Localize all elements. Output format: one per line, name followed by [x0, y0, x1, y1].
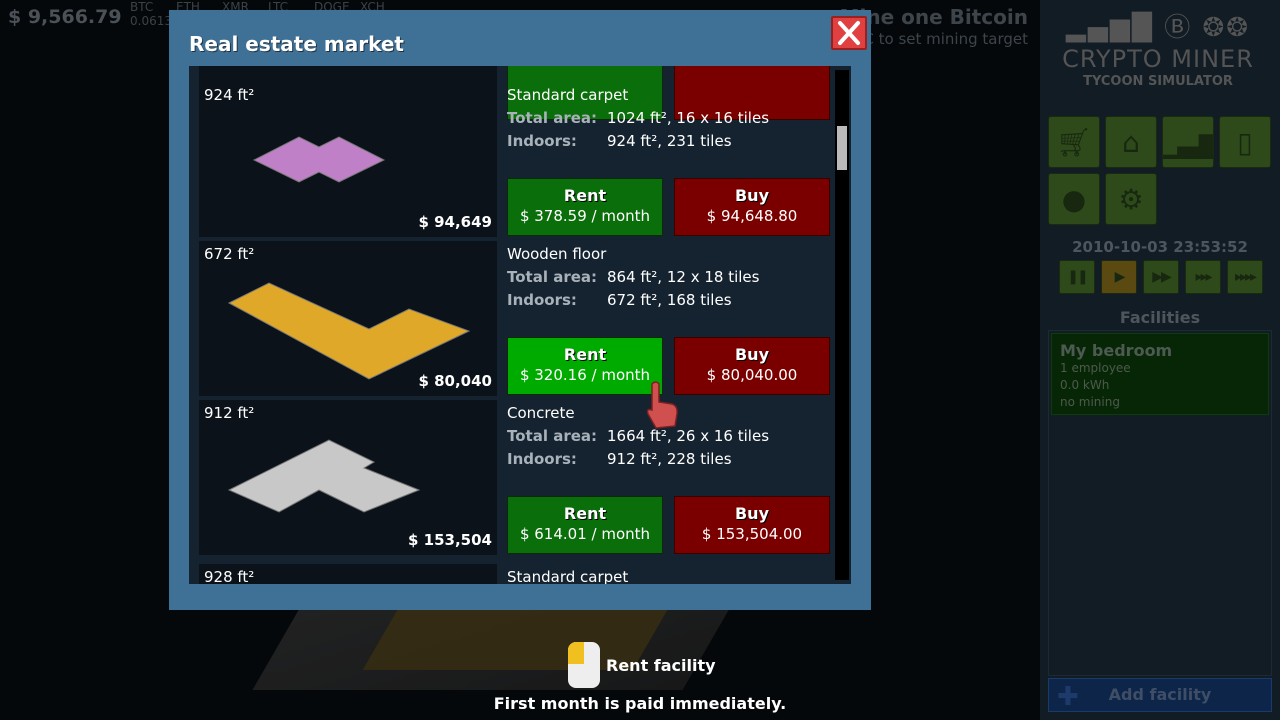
facilities-list: My bedroom 1 employee 0.0 kWh no mining: [1048, 330, 1272, 676]
listing-price: $ 153,504: [408, 531, 492, 549]
coin-amount: 0.0613: [130, 14, 172, 28]
facility-power: 0.0 kWh: [1060, 378, 1110, 392]
scrollbar-thumb[interactable]: [837, 126, 847, 170]
dialog-title: Real estate market: [189, 32, 404, 56]
total-area-label: Total area:: [507, 427, 598, 445]
floor-type: Standard carpet: [507, 86, 629, 104]
phone-icon[interactable]: ▯: [1219, 116, 1271, 168]
listing-row: 928 ft² Standard carpet: [199, 564, 839, 584]
floor-shape: [227, 439, 421, 513]
total-area-value: 1664 ft², 26 x 16 tiles: [607, 427, 770, 445]
buy-label: Buy: [734, 345, 769, 364]
buy-price: $ 80,040.00: [706, 366, 798, 384]
goal-subtitle: C to set mining target: [863, 30, 1028, 48]
buy-label: Buy: [734, 504, 769, 523]
gear-icon[interactable]: ⚙: [1105, 173, 1157, 225]
total-area-label: Total area:: [507, 268, 598, 286]
rent-price: $ 320.16 / month: [519, 366, 651, 384]
sidebar: ▂▄▆█ Ⓑ ❂❂ CRYPTO MINER TYCOON SIMULATOR …: [1040, 0, 1280, 720]
buy-button[interactable]: Buy $ 94,648.80: [674, 178, 830, 236]
floor-preview: 672 ft² $ 80,040: [199, 241, 497, 396]
buy-button[interactable]: [674, 66, 830, 120]
buy-label: Buy: [734, 186, 769, 205]
indoors-value: 912 ft², 228 tiles: [607, 450, 732, 468]
facility-status: no mining: [1060, 395, 1120, 409]
listing-row: 672 ft² $ 80,040 Wooden floor Total area…: [199, 241, 839, 396]
listing-size: 912 ft²: [204, 404, 255, 422]
listing-row: 924 ft² $ 94,649 Standard carpet Total a…: [199, 82, 839, 237]
floor-shape: [227, 282, 471, 380]
add-facility-button[interactable]: ✚ Add facility: [1048, 678, 1272, 712]
indoors-label: Indoors:: [507, 132, 577, 150]
listing-price: $ 94,649: [418, 213, 492, 231]
rent-label: Rent: [563, 504, 607, 523]
total-area-value: 1024 ft², 16 x 16 tiles: [607, 109, 770, 127]
rent-price: $ 378.59 / month: [519, 207, 651, 225]
facility-name: My bedroom: [1060, 341, 1173, 360]
buy-button[interactable]: Buy $ 80,040.00: [674, 337, 830, 395]
hint-action: Rent facility: [606, 655, 716, 675]
fastest-icon[interactable]: ▸▸▸▸: [1227, 260, 1263, 294]
listing-list: 924 ft² $ 94,649 Standard carpet Total a…: [189, 66, 851, 584]
rent-price: $ 614.01 / month: [519, 525, 651, 543]
coin-name: BTC: [130, 0, 154, 14]
logo-subtitle: TYCOON SIMULATOR: [1083, 74, 1233, 89]
garage-icon[interactable]: ⌂: [1105, 116, 1157, 168]
market-chart-icon[interactable]: ▁▃▆: [1162, 116, 1214, 168]
rent-button[interactable]: [507, 66, 663, 120]
indoors-label: Indoors:: [507, 450, 577, 468]
indoors-value: 672 ft², 168 tiles: [607, 291, 732, 309]
facilities-title: Facilities: [1119, 308, 1201, 327]
fast-forward-icon[interactable]: ▶▶: [1143, 260, 1179, 294]
floor-type: Concrete: [507, 404, 575, 422]
indoors-label: Indoors:: [507, 291, 577, 309]
scrollbar[interactable]: [835, 70, 849, 580]
total-area-value: 864 ft², 12 x 18 tiles: [607, 268, 760, 286]
coin-btc[interactable]: BTC 0.0613: [130, 0, 176, 28]
floor-type: Wooden floor: [507, 245, 607, 263]
facility-employees: 1 employee: [1060, 361, 1131, 375]
listing-size: 928 ft²: [204, 568, 255, 584]
pause-icon[interactable]: ❚❚: [1059, 260, 1095, 294]
goal-title: Mine one Bitcoin: [839, 5, 1028, 29]
floor-preview: 928 ft²: [199, 564, 497, 584]
close-icon[interactable]: [831, 16, 867, 50]
listing-row: 912 ft² $ 153,504 Concrete Total area: 16…: [199, 400, 839, 555]
floor-shape: [252, 136, 386, 183]
logo: ▂▄▆█ Ⓑ ❂❂ CRYPTO MINER TYCOON SIMULATOR: [1058, 12, 1258, 90]
play-icon[interactable]: ▶: [1101, 260, 1137, 294]
hand-cursor-icon: [646, 381, 678, 429]
total-area-label: Total area:: [507, 109, 598, 127]
floor-preview: 912 ft² $ 153,504: [199, 400, 497, 555]
balance: $ 9,566.79: [8, 6, 122, 28]
shop-cart-icon[interactable]: 🛒︎: [1048, 116, 1100, 168]
buy-price: $ 153,504.00: [701, 525, 803, 543]
logo-icon: ▂▄▆█ Ⓑ ❂❂: [1065, 13, 1251, 43]
logo-title: CRYPTO MINER: [1062, 45, 1254, 73]
mining-goal[interactable]: Mine one Bitcoin C to set mining target: [840, 5, 1028, 48]
rent-label: Rent: [563, 186, 607, 205]
indoors-value: 924 ft², 231 tiles: [607, 132, 732, 150]
rent-button[interactable]: Rent $ 378.59 / month: [507, 178, 663, 236]
listing-size: 924 ft²: [204, 86, 255, 104]
floor-preview: 924 ft² $ 94,649: [199, 82, 497, 237]
add-facility-label: Add facility: [1108, 685, 1212, 704]
buy-button[interactable]: Buy $ 153,504.00: [674, 496, 830, 554]
real-estate-dialog: Real estate market 924 ft² $ 94,649 Stan…: [169, 10, 871, 610]
buy-price: $ 94,648.80: [706, 207, 798, 225]
faster-icon[interactable]: ▸▸▸: [1185, 260, 1221, 294]
listing-price: $ 80,040: [418, 372, 492, 390]
plus-icon: ✚: [1057, 682, 1079, 712]
action-hint: Rent facility: [568, 642, 716, 688]
rent-button[interactable]: Rent $ 320.16 / month: [507, 337, 663, 395]
mouse-left-click-icon: [568, 642, 600, 688]
game-datetime: 2010-10-03 23:53:52: [1072, 238, 1248, 256]
floor-type: Standard carpet: [507, 568, 629, 584]
rent-label: Rent: [563, 345, 607, 364]
rent-button[interactable]: Rent $ 614.01 / month: [507, 496, 663, 554]
hint-note: First month is paid immediately.: [493, 694, 787, 713]
facility-item[interactable]: My bedroom 1 employee 0.0 kWh no mining: [1051, 333, 1269, 415]
person-icon[interactable]: ●: [1048, 173, 1100, 225]
listing-size: 672 ft²: [204, 245, 255, 263]
